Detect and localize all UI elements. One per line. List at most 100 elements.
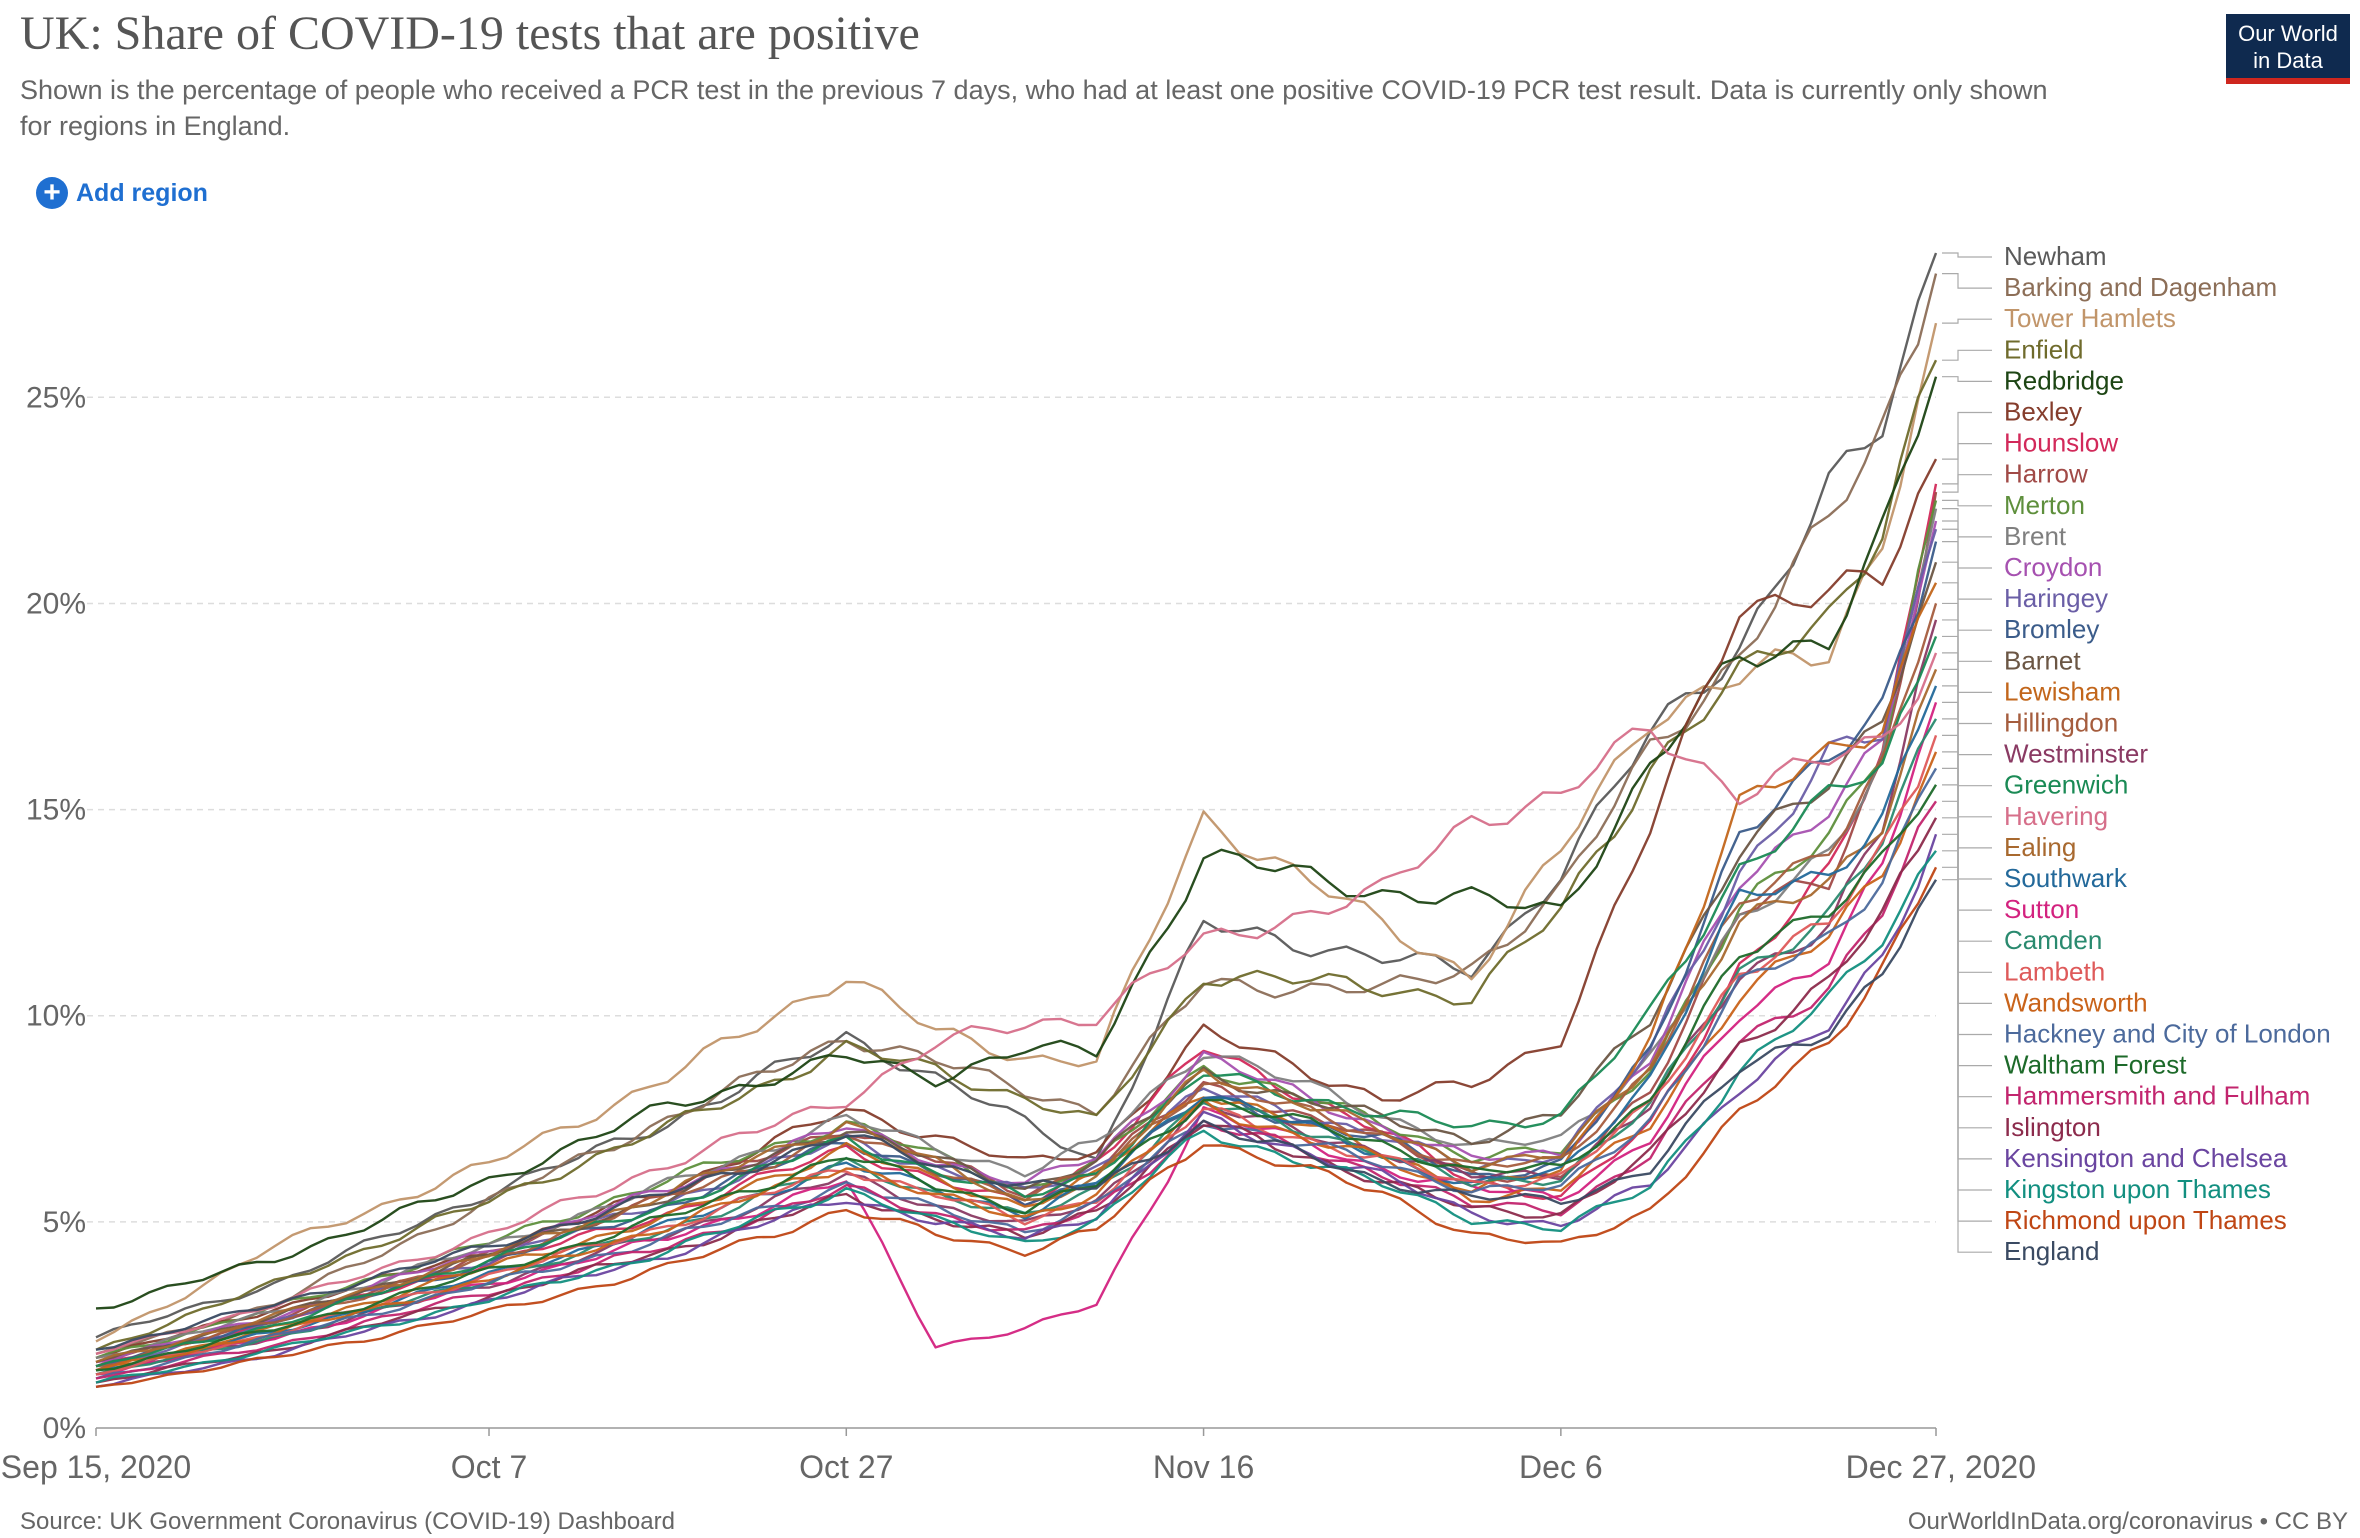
series-line: [95, 635, 1938, 1368]
plus-circle-icon: +: [36, 177, 68, 209]
legend-leader-line: [1942, 474, 1992, 493]
legend-label: Harrow: [2004, 459, 2088, 489]
series-line: [95, 751, 1938, 1372]
legend-label: Haringey: [2004, 583, 2108, 613]
legend-label: Camden: [2004, 925, 2102, 955]
legend-label: Southwark: [2004, 863, 2128, 893]
legend-leader-line: [1942, 273, 1992, 289]
series-line: [95, 458, 1938, 1360]
legend-label: Hammersmith and Fulham: [2004, 1081, 2310, 1111]
logo-line-1: Our World: [2238, 21, 2338, 46]
legend-label: Barnet: [2004, 645, 2081, 675]
legend-label: Lewisham: [2004, 676, 2121, 706]
logo-line-2: in Data: [2253, 48, 2323, 73]
legend-leader-line: [1942, 685, 1992, 880]
y-tick-label: 10%: [26, 1000, 86, 1033]
x-tick-label: Sep 15, 2020: [1, 1449, 191, 1485]
legend-label: Newham: [2004, 241, 2107, 271]
legend-leader-line: [1942, 800, 1992, 1098]
legend-label: Brent: [2004, 521, 2067, 551]
legend-label: Tower Hamlets: [2004, 303, 2176, 333]
series-line: [95, 376, 1938, 1310]
legend-leader-line: [1942, 784, 1992, 1067]
series-line: [95, 322, 1938, 1343]
legend-label: Havering: [2004, 801, 2108, 831]
x-tick-label: Nov 16: [1153, 1449, 1254, 1485]
legend-leader-line: [1942, 528, 1992, 600]
add-region-button[interactable]: + Add region: [36, 176, 208, 210]
series-line: [95, 359, 1938, 1351]
legend-leader-line: [1942, 508, 1992, 538]
credit-note[interactable]: OurWorldInData.org/coronavirus • CC BY: [1907, 1508, 2348, 1535]
y-tick-label: 25%: [26, 381, 86, 414]
x-tick-label: Oct 7: [451, 1449, 527, 1485]
legend-label: Kensington and Chelsea: [2004, 1143, 2288, 1173]
y-tick-label: 5%: [43, 1206, 86, 1239]
legend-leader-line: [1942, 561, 1992, 662]
legend-label: Bromley: [2004, 614, 2099, 644]
legend-leader-line: [1942, 751, 1992, 1005]
legend-leader-line: [1942, 734, 1992, 973]
legend-leader-line: [1942, 619, 1992, 756]
legend-leader-line: [1942, 635, 1992, 787]
series-line: [95, 685, 1938, 1372]
series-line: [95, 491, 1938, 1364]
series-line: [95, 252, 1938, 1339]
legend-label: Lambeth: [2004, 956, 2105, 986]
series-line: [95, 850, 1937, 1384]
add-region-label: Add region: [76, 178, 208, 207]
legend-leader-line: [1942, 349, 1992, 361]
chart-title: UK: Share of COVID-19 tests that are pos…: [20, 7, 920, 60]
series-line: [95, 541, 1938, 1368]
series-line: [95, 582, 1938, 1372]
legend-label: Ealing: [2004, 832, 2076, 862]
series-line: [95, 866, 1938, 1388]
legend-leader-line: [1942, 866, 1992, 1222]
legend-leader-line: [1942, 668, 1992, 849]
legend-leader-line: [1942, 850, 1992, 1191]
legend-leader-line: [1942, 879, 1992, 1253]
legend-label: Kingston upon Thames: [2004, 1174, 2271, 1204]
series-line: [95, 619, 1938, 1376]
x-tick-label: Dec 27, 2020: [1846, 1449, 2036, 1485]
legend-label: Wandsworth: [2004, 987, 2148, 1017]
legend-label: Croydon: [2004, 552, 2102, 582]
series-line: [95, 784, 1938, 1372]
series-line: [95, 879, 1938, 1351]
legend-leader-line: [1942, 602, 1992, 725]
legend-label: Barking and Dagenham: [2004, 272, 2277, 302]
series-line: [95, 528, 1938, 1372]
y-tick-label: 0%: [43, 1412, 86, 1445]
series-line: [95, 520, 1938, 1364]
x-tick-label: Dec 6: [1519, 1449, 1603, 1485]
legend-leader-line: [1942, 499, 1992, 507]
legend-label: Waltham Forest: [2004, 1050, 2187, 1080]
source-note[interactable]: Source: UK Government Coronavirus (COVID…: [20, 1508, 675, 1535]
legend-label: Islington: [2004, 1112, 2101, 1142]
legend-label: Greenwich: [2004, 770, 2128, 800]
y-tick-label: 15%: [26, 794, 86, 827]
series-line: [95, 800, 1937, 1380]
legend-leader-line: [1942, 376, 1992, 382]
legend-label: Merton: [2004, 490, 2085, 520]
owid-logo[interactable]: Our World in Data: [2226, 14, 2350, 84]
series-line: [95, 652, 1938, 1355]
legend-label: Bexley: [2004, 397, 2082, 427]
series-line: [95, 735, 1938, 1376]
series-line: [95, 273, 1938, 1355]
x-tick-label: Oct 27: [799, 1449, 893, 1485]
series-line: [95, 668, 1938, 1364]
legend-label: Hillingdon: [2004, 708, 2118, 738]
legend-label: Sutton: [2004, 894, 2079, 924]
chart-subtitle: Shown is the percentage of people who re…: [20, 75, 2048, 141]
legend-label: Westminster: [2004, 739, 2148, 769]
legend-label: Redbridge: [2004, 365, 2124, 395]
legend-leader-line: [1942, 318, 1992, 324]
y-tick-label: 20%: [26, 587, 86, 620]
legend-leader-line: [1942, 252, 1992, 258]
legend-label: Hounslow: [2004, 428, 2118, 458]
legend-leader-line: [1942, 443, 1992, 485]
legend-label: Richmond upon Thames: [2004, 1205, 2287, 1235]
legend-leader-line: [1942, 767, 1992, 1036]
